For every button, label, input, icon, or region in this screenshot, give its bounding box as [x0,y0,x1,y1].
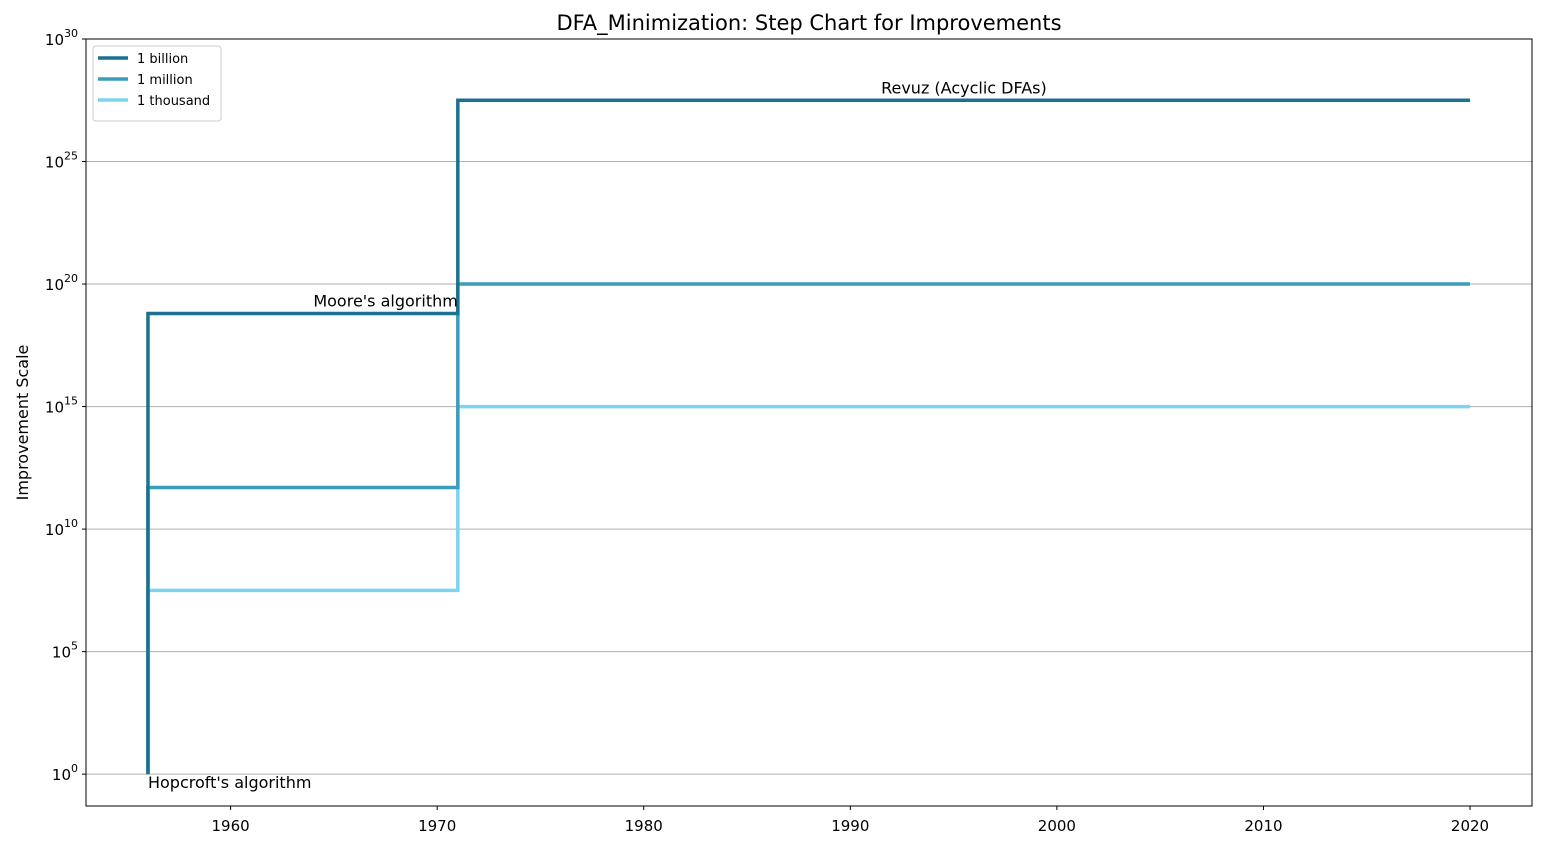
series-layer [146,98,1471,775]
x-axis-ticks: 1960 1970 1980 1990 2000 2010 2020 [212,806,1489,835]
legend: 1 billion 1 million 1 thousand [92,45,222,122]
annotations-layer: Hopcroft's algorithm Moore's algorithm Rev… [148,78,1047,792]
annotation-label: Revuz (Acyclic DFAs) [881,78,1047,97]
y-tick-label: 1025 [45,150,78,172]
series-line [146,98,1471,775]
x-tick-label: 1990 [831,817,869,835]
plot-frame [85,38,1533,807]
legend-label: 1 million [137,73,193,88]
y-tick-label: 1015 [45,395,78,417]
y-axis-ticks: 100 105 1010 1015 1020 1025 1030 [45,27,86,784]
y-axis-label: Improvement Scale [13,345,32,501]
legend-label: 1 thousand [137,94,210,109]
x-tick-label: 2000 [1038,817,1076,835]
y-tick-label: 100 [52,762,78,784]
x-tick-label: 1980 [625,817,663,835]
annotation-label: Moore's algorithm [313,291,458,310]
series-line [146,404,1471,775]
y-tick-label: 1020 [45,272,78,294]
y-tick-label: 1030 [45,27,78,49]
legend-box [92,45,222,122]
x-tick-label: 1970 [418,817,456,835]
chart-title: DFA_Minimization: Step Chart for Improve… [556,11,1061,36]
annotation-label: Hopcroft's algorithm [148,773,311,792]
x-tick-label: 2010 [1244,817,1282,835]
y-tick-label: 1010 [45,517,78,539]
legend-label: 1 billion [137,52,188,67]
x-tick-label: 2020 [1451,817,1489,835]
x-tick-label: 1960 [212,817,250,835]
y-tick-label: 105 [52,640,78,662]
